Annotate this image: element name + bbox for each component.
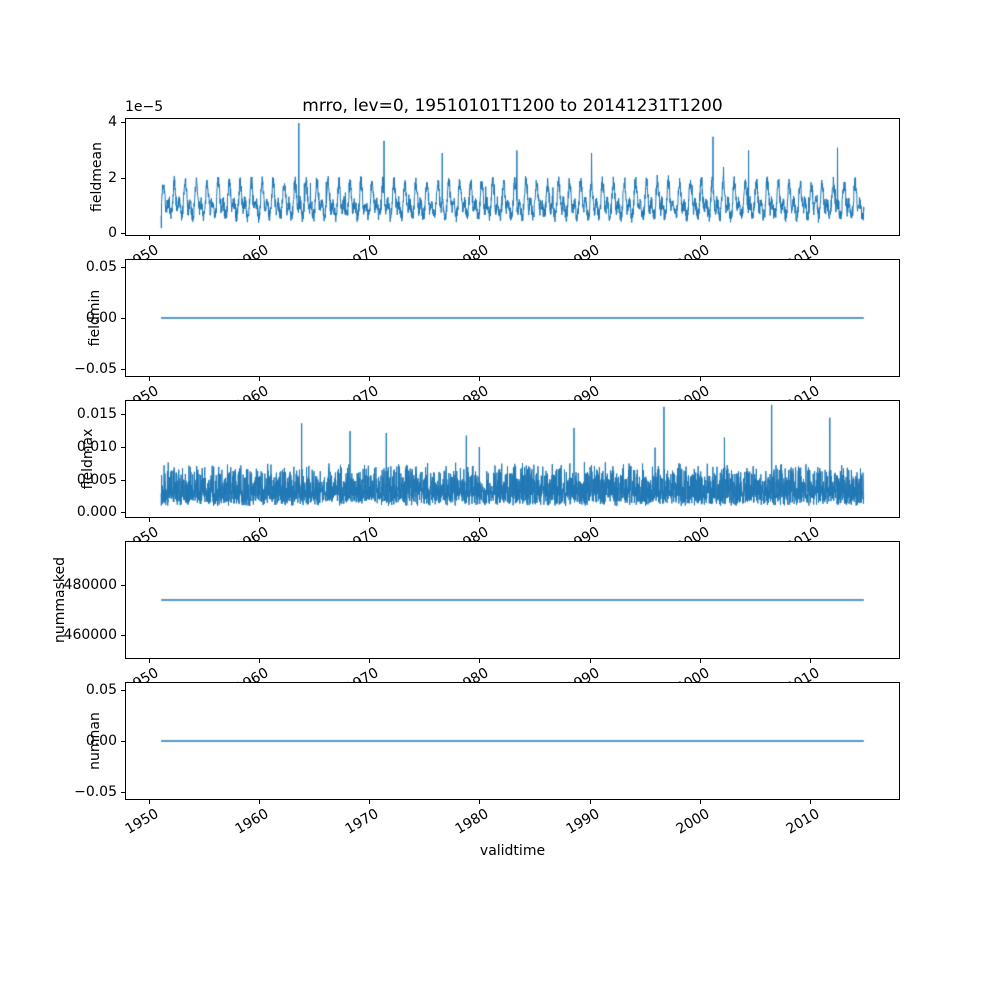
y-tick-mark: [121, 690, 125, 691]
x-tick-mark: [700, 800, 701, 804]
y-tick-label: 0.05: [85, 259, 117, 275]
x-tick-mark: [479, 236, 480, 240]
x-tick-mark: [810, 659, 811, 663]
y-tick-mark: [121, 585, 125, 586]
y-tick-label: 0.010: [76, 439, 117, 455]
y-tick-label: 2: [108, 170, 117, 186]
x-tick-mark: [369, 518, 370, 522]
y-tick-mark: [121, 414, 125, 415]
x-tick-mark: [369, 659, 370, 663]
x-tick-mark: [810, 518, 811, 522]
y-tick-label: −0.05: [74, 784, 117, 800]
x-tick-mark: [149, 800, 150, 804]
x-tick-mark: [259, 518, 260, 522]
y-tick-mark: [121, 122, 125, 123]
y-tick-label: 0.00: [85, 310, 117, 326]
y-axis-offset-text: 1e−5: [125, 99, 164, 115]
axes-fieldmax: [125, 400, 900, 518]
x-tick-mark: [149, 236, 150, 240]
x-tick-mark: [149, 659, 150, 663]
x-tick-mark: [479, 659, 480, 663]
axes-numnan: [125, 682, 900, 800]
x-tick-mark: [259, 800, 260, 804]
y-tick-mark: [121, 480, 125, 481]
y-tick-mark: [121, 178, 125, 179]
y-tick-mark: [121, 369, 125, 370]
x-tick-mark: [590, 518, 591, 522]
y-tick-mark: [121, 447, 125, 448]
y-tick-mark: [121, 792, 125, 793]
y-tick-mark: [121, 635, 125, 636]
x-tick-mark: [369, 377, 370, 381]
axes-nummasked: [125, 541, 900, 659]
y-tick-mark: [121, 267, 125, 268]
y-tick-mark: [121, 741, 125, 742]
x-tick-mark: [810, 800, 811, 804]
y-tick-label: 0.015: [76, 406, 117, 422]
y-tick-label: 0.05: [85, 682, 117, 698]
y-tick-label: 0.005: [76, 472, 117, 488]
y-tick-label: 0.000: [76, 504, 117, 520]
nummasked-line-canvas: [126, 542, 899, 658]
x-tick-mark: [700, 518, 701, 522]
x-tick-mark: [810, 377, 811, 381]
y-tick-label: −0.05: [74, 361, 117, 377]
y-tick-label: 460000: [63, 627, 117, 643]
x-tick-mark: [479, 800, 480, 804]
x-tick-mark: [369, 236, 370, 240]
x-tick-mark: [479, 377, 480, 381]
x-tick-mark: [590, 377, 591, 381]
chart-title: mrro, lev=0, 19510101T1200 to 20141231T1…: [302, 96, 723, 116]
x-tick-mark: [700, 659, 701, 663]
x-tick-mark: [369, 800, 370, 804]
y-tick-label: 4: [108, 114, 117, 130]
x-axis-label: validtime: [479, 843, 546, 859]
fieldmax-line-canvas: [126, 401, 899, 517]
fieldmean-line-canvas: [126, 119, 899, 235]
axes-fieldmean: [125, 118, 900, 236]
fieldmin-line-canvas: [126, 260, 899, 376]
y-tick-label: 0.00: [85, 733, 117, 749]
y-tick-mark: [121, 512, 125, 513]
numnan-line-canvas: [126, 683, 899, 799]
x-tick-mark: [149, 377, 150, 381]
y-axis-label-nummasked: nummasked: [52, 557, 68, 644]
y-tick-label: 480000: [63, 577, 117, 593]
x-tick-mark: [479, 518, 480, 522]
x-tick-mark: [810, 236, 811, 240]
x-tick-mark: [590, 236, 591, 240]
x-tick-mark: [700, 236, 701, 240]
x-tick-mark: [259, 659, 260, 663]
x-tick-mark: [149, 518, 150, 522]
y-tick-mark: [121, 318, 125, 319]
y-tick-label: 0: [108, 225, 117, 241]
x-tick-mark: [259, 377, 260, 381]
x-tick-mark: [700, 377, 701, 381]
axes-fieldmin: [125, 259, 900, 377]
x-tick-mark: [590, 800, 591, 804]
x-tick-mark: [259, 236, 260, 240]
y-tick-mark: [121, 233, 125, 234]
x-tick-mark: [590, 659, 591, 663]
